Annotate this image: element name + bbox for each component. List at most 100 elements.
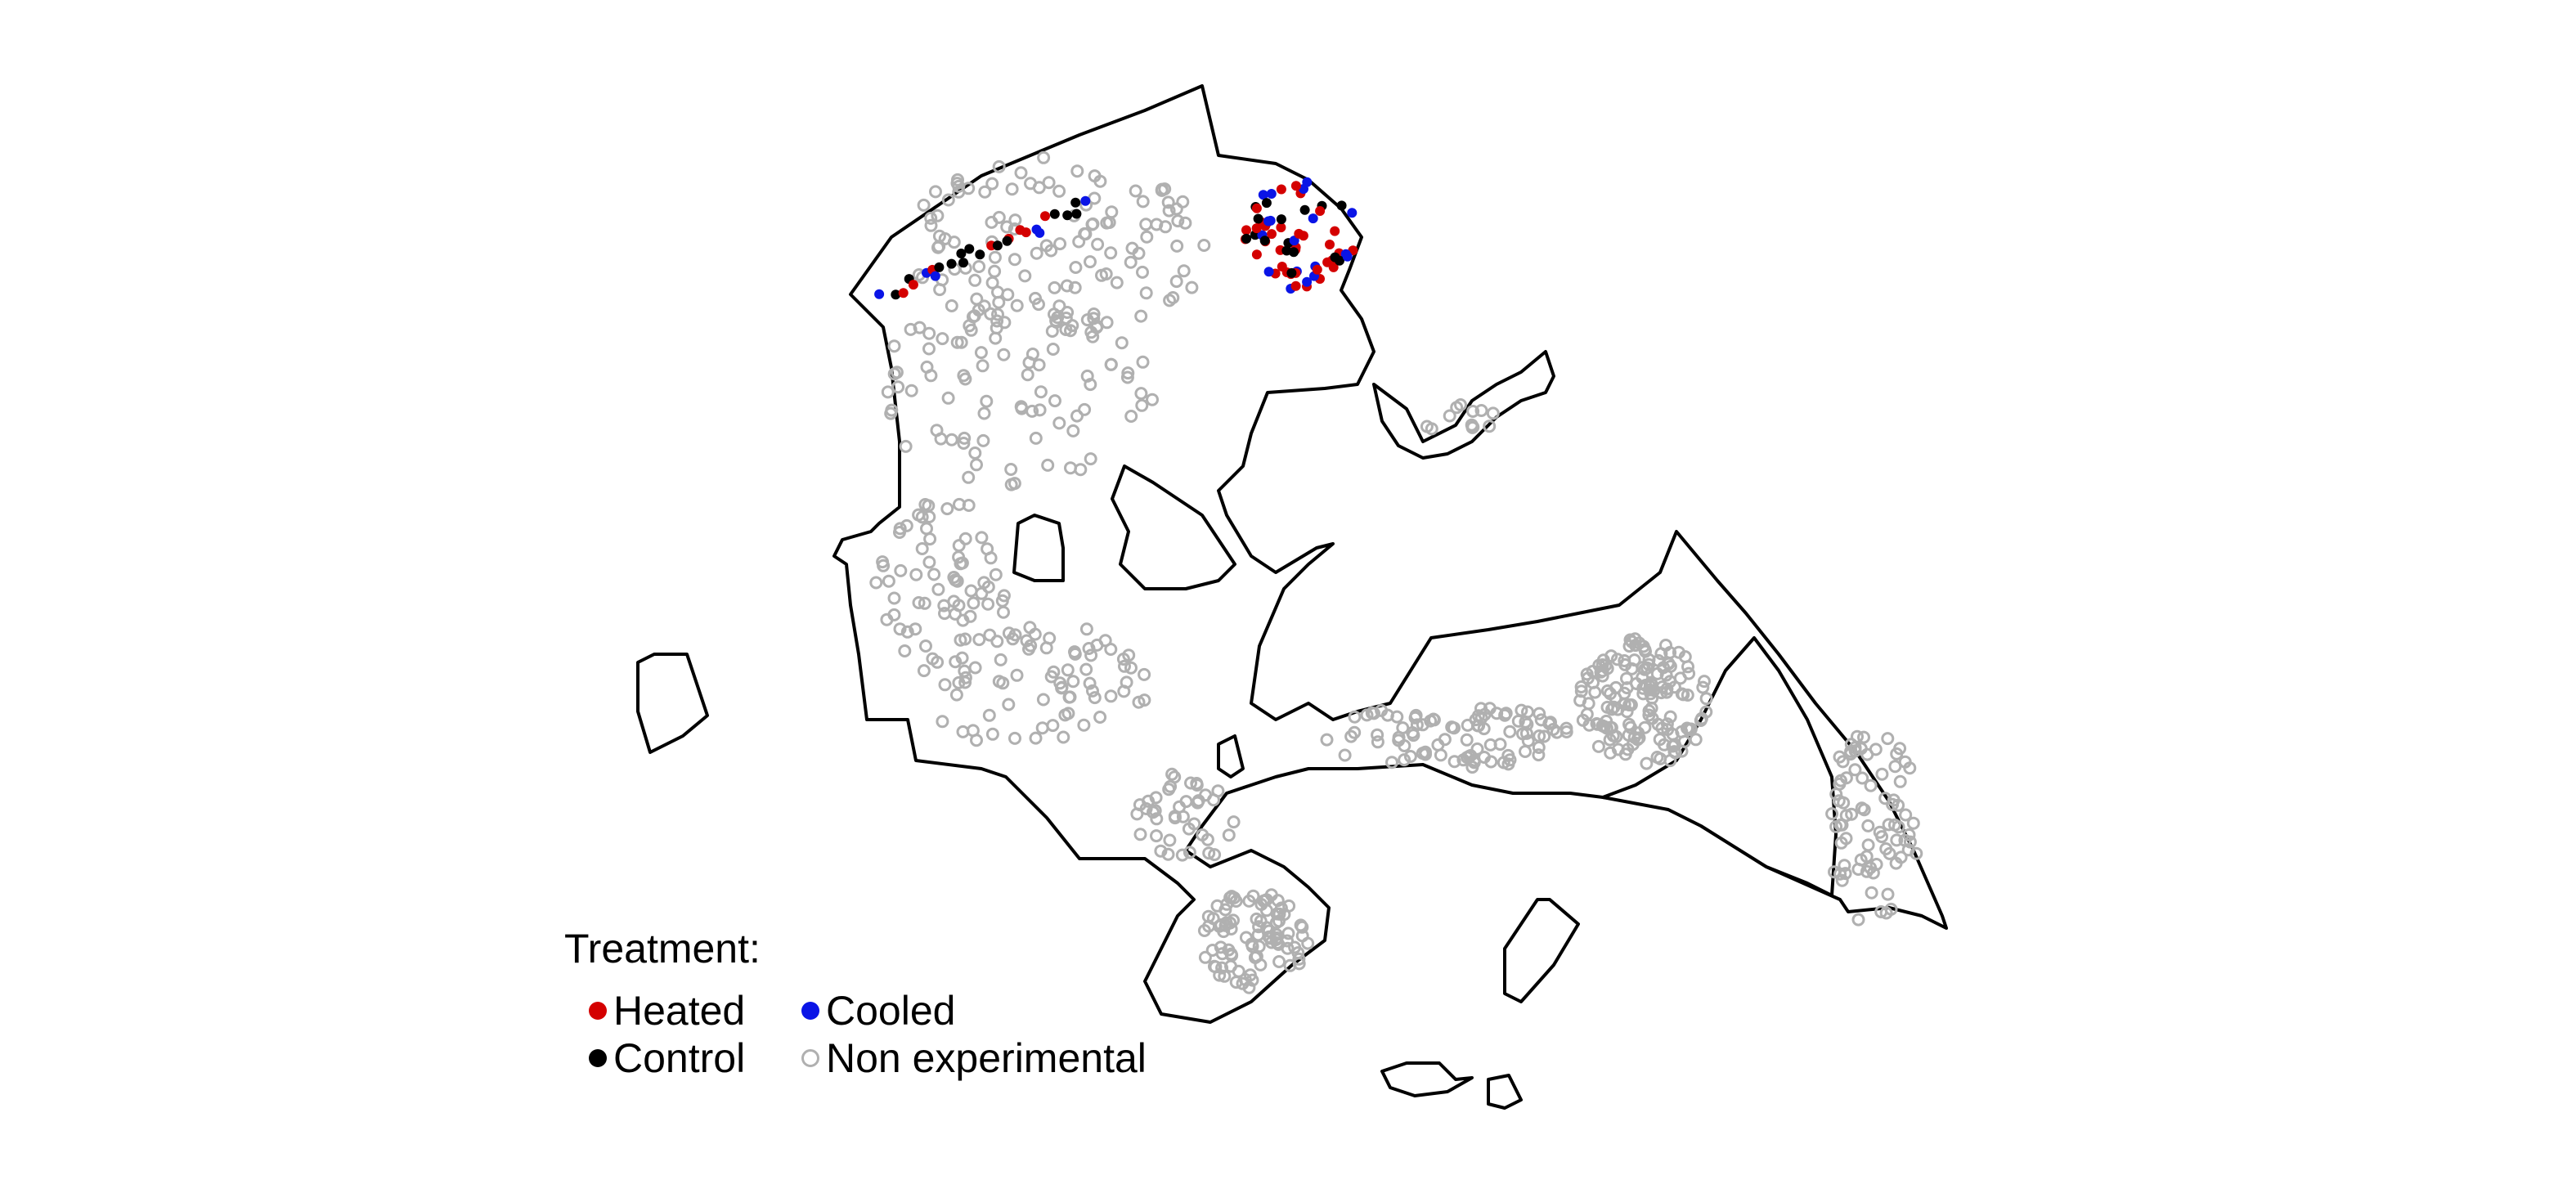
heated-site-point [1040, 211, 1050, 222]
non-experimental-site-point [936, 332, 949, 346]
non-experimental-site-point [1625, 635, 1639, 648]
non-experimental-site-point [1033, 403, 1047, 417]
non-experimental-site-point [1069, 261, 1083, 274]
non-experimental-site-point [1104, 357, 1118, 371]
non-experimental-site-point [958, 632, 972, 646]
non-experimental-site-point [1272, 955, 1286, 968]
non-experimental-site-point [1066, 424, 1080, 437]
non-experimental-site-point [1887, 818, 1901, 832]
non-experimental-site-point [958, 675, 972, 689]
control-site-point [1259, 236, 1270, 246]
non-experimental-site-point [963, 319, 976, 333]
northeast-peninsula [1372, 350, 1555, 460]
non-experimental-site-point [1159, 220, 1173, 234]
non-experimental-site-point [955, 651, 969, 665]
non-experimental-site-point [958, 431, 972, 445]
heated-site-point [908, 280, 918, 290]
non-experimental-site-point [1443, 409, 1456, 423]
non-experimental-site-point [891, 380, 905, 394]
non-experimental-site-point [941, 391, 955, 405]
non-experimental-site-point [927, 568, 941, 581]
non-experimental-site-point [1224, 959, 1237, 973]
non-experimental-site-point [1134, 387, 1148, 401]
non-experimental-site-point [1182, 822, 1196, 836]
non-experimental-site-point [887, 591, 901, 605]
non-experimental-site-point [1447, 721, 1461, 735]
non-experimental-site-point [1155, 183, 1169, 197]
non-experimental-site-point [1660, 717, 1674, 731]
non-experimental-site-point [1052, 416, 1066, 430]
non-experimental-site-point [1447, 755, 1461, 769]
cooled-site-point [1080, 195, 1091, 206]
non-experimental-site-point [1018, 269, 1032, 283]
non-experimental-site-point [1004, 463, 1018, 476]
non-experimental-site-point [882, 574, 895, 588]
non-experimental-site-point [1135, 398, 1149, 412]
non-experimental-site-point [1086, 684, 1099, 698]
cooled-site-point [1031, 224, 1042, 235]
control-site-point [1070, 197, 1081, 208]
non-experimental-site-point [1198, 950, 1212, 964]
non-experimental-site-point [1835, 873, 1849, 887]
non-experimental-site-point [1179, 795, 1193, 809]
non-experimental-site-point [1879, 842, 1893, 855]
non-experimental-site-point [1893, 774, 1907, 788]
non-experimental-site-point [1501, 748, 1515, 762]
non-experimental-site-point [1832, 794, 1846, 808]
non-experimental-site-point [954, 335, 968, 349]
non-experimental-site-point [1901, 843, 1915, 857]
non-experimental-site-point [981, 597, 995, 611]
non-experimental-site-point [1580, 667, 1594, 681]
non-experimental-site-point [1857, 803, 1871, 817]
non-experimental-site-point [1864, 778, 1878, 792]
legend-label-heated: Heated [613, 988, 746, 1034]
non-experimental-site-point [1224, 922, 1238, 936]
non-experimental-site-point [1184, 776, 1197, 790]
non-experimental-site-point [1168, 811, 1182, 825]
non-experimental-site-point [1091, 237, 1105, 251]
non-experimental-site-point [1860, 864, 1874, 878]
non-experimental-site-point [1207, 793, 1220, 807]
non-experimental-site-point [1694, 714, 1708, 727]
non-experimental-site-point [1906, 816, 1920, 830]
legend-item-control: Control [564, 1035, 777, 1081]
heated-site-point [1267, 229, 1277, 240]
non-experimental-site-point [1609, 680, 1622, 694]
control-site-point [1062, 210, 1073, 221]
non-experimental-site-point [1668, 746, 1682, 760]
non-experimental-site-point [1218, 903, 1232, 917]
cooled-site-point [1263, 267, 1274, 277]
non-experimental-site-point [1486, 406, 1500, 420]
non-experimental-site-point [1147, 805, 1160, 819]
non-experimental-site-point [1360, 708, 1374, 722]
non-experimental-site-point [918, 596, 931, 610]
non-experimental-site-point [978, 185, 992, 199]
non-experimental-site-point [1104, 643, 1118, 656]
non-experimental-site-point [976, 433, 990, 447]
non-experimental-site-point [1222, 828, 1236, 842]
non-experimental-site-point [1894, 850, 1908, 864]
non-experimental-site-point [970, 458, 983, 472]
non-experimental-site-point [1208, 848, 1222, 862]
non-experimental-site-point [1136, 195, 1150, 209]
non-experimental-site-point [1873, 825, 1887, 839]
non-experimental-site-point [1851, 913, 1865, 927]
non-experimental-site-point [1848, 741, 1862, 755]
non-experimental-site-point [894, 563, 908, 577]
heated-site-point [1312, 264, 1322, 275]
non-experimental-site-point [1074, 463, 1088, 477]
non-experimental-site-point [1666, 739, 1680, 753]
non-experimental-site-point [1171, 214, 1185, 228]
non-experimental-site-point [1639, 644, 1652, 658]
non-experimental-site-point [1133, 828, 1147, 841]
control-site-point [1286, 267, 1297, 278]
non-experimental-site-point [1162, 204, 1176, 218]
non-experimental-site-point [869, 576, 883, 590]
non-experimental-site-point [1591, 739, 1605, 753]
non-experimental-site-point [1218, 969, 1232, 983]
heated-site-point [1251, 249, 1262, 260]
non-experimental-site-point [1229, 976, 1243, 989]
non-experimental-site-point [1856, 771, 1869, 785]
non-experimental-site-point [940, 502, 954, 516]
non-experimental-site-point [1250, 912, 1263, 926]
